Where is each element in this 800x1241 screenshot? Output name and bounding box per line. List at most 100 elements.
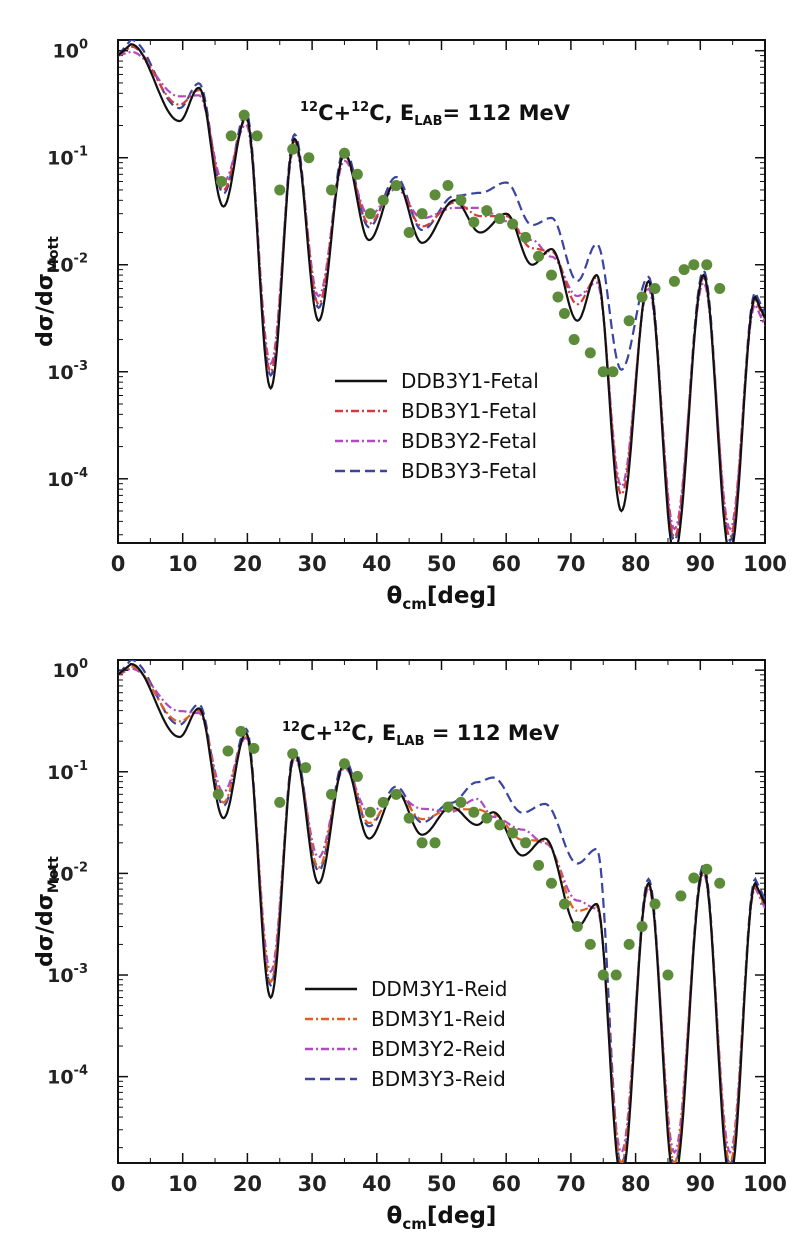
- legend-label: BDB3Y1-Fetal: [401, 399, 537, 423]
- x-tick-label: 50: [427, 1172, 456, 1196]
- x-tick-label: 60: [492, 552, 521, 576]
- experimental-point: [494, 819, 506, 831]
- experimental-point: [668, 275, 680, 287]
- experimental-point: [533, 859, 545, 871]
- experimental-point: [636, 291, 648, 303]
- y-axis-label: dσ/dσMott: [33, 856, 62, 967]
- y-tick-label: 10-2: [47, 860, 88, 885]
- x-tick-label: 70: [556, 1172, 585, 1196]
- experimental-point: [377, 194, 389, 206]
- experimental-point: [649, 898, 661, 910]
- experimental-point: [597, 969, 609, 981]
- experimental-point: [287, 143, 299, 155]
- legend-label: BDB3Y3-Fetal: [401, 459, 537, 483]
- experimental-point: [481, 205, 493, 217]
- experimental-point: [688, 872, 700, 884]
- experimental-point: [568, 334, 580, 346]
- experimental-point: [701, 863, 713, 875]
- experimental-point: [520, 231, 532, 243]
- experimental-point: [225, 130, 237, 142]
- x-tick-label: 0: [111, 552, 126, 576]
- experimental-point: [248, 742, 260, 754]
- experimental-point: [584, 938, 596, 950]
- experimental-point: [364, 208, 376, 220]
- experimental-point: [351, 168, 363, 180]
- x-tick-label: 30: [297, 552, 326, 576]
- series-line: [118, 50, 765, 531]
- experimental-point: [377, 796, 389, 808]
- system-annotation: 12C+12C, ELAB= 112 MeV: [300, 100, 571, 129]
- experimental-point: [429, 837, 441, 849]
- experimental-point: [416, 208, 428, 220]
- legend-label: DDB3Y1-Fetal: [401, 369, 539, 393]
- experimental-point: [571, 921, 583, 933]
- experimental-point: [274, 796, 286, 808]
- y-tick-label: 10-1: [47, 759, 88, 784]
- experimental-point: [235, 725, 247, 737]
- curves-group: [118, 40, 765, 543]
- y-axis-label: dσ/dσMott: [33, 236, 62, 347]
- experimental-point: [481, 812, 493, 824]
- chart-top: 0 10 20 30 40 50 60 70 80 90 100 100 10-1 10-2 10-3 10-…: [33, 38, 787, 613]
- y-tick-label: 10-3: [47, 962, 88, 987]
- legend-label: DDM3Y1-Reid: [371, 977, 508, 1001]
- experimental-point: [558, 898, 570, 910]
- experimental-point: [649, 282, 661, 294]
- experimental-point: [607, 366, 619, 378]
- x-tick-label: 90: [686, 1172, 715, 1196]
- system-annotation: 12C+12C, ELAB = 112 MeV: [282, 720, 560, 749]
- experimental-point: [416, 837, 428, 849]
- series-line: [118, 667, 765, 1155]
- experimental-point: [222, 745, 234, 757]
- experimental-point: [442, 180, 454, 192]
- experimental-point: [216, 175, 228, 187]
- experimental-point: [558, 308, 570, 320]
- experimental-point: [675, 890, 687, 902]
- experimental-point: [610, 969, 622, 981]
- experimental-point: [455, 194, 467, 206]
- x-tick-label: 80: [621, 1172, 650, 1196]
- experimental-point: [455, 796, 467, 808]
- experimental-point: [701, 259, 713, 271]
- experimental-point: [338, 758, 350, 770]
- experimental-point: [287, 748, 299, 760]
- x-tick-label: 90: [686, 552, 715, 576]
- experimental-point: [300, 762, 312, 774]
- experimental-point: [212, 788, 224, 800]
- experimental-point: [597, 366, 609, 378]
- x-tick-label: 100: [743, 552, 787, 576]
- experimental-point: [468, 806, 480, 818]
- x-tick-label: 100: [743, 1172, 787, 1196]
- experimental-point: [238, 109, 250, 121]
- experimental-point: [552, 291, 564, 303]
- y-tick-label: 10-1: [47, 145, 88, 170]
- experimental-point: [623, 938, 635, 950]
- experimental-point: [636, 921, 648, 933]
- x-tick-label: 50: [427, 552, 456, 576]
- y-tick-label: 100: [53, 657, 89, 682]
- x-tick-label: 20: [233, 1172, 262, 1196]
- experimental-point: [364, 806, 376, 818]
- x-tick-label: 30: [297, 1172, 326, 1196]
- experimental-point: [714, 282, 726, 294]
- legend-label: BDB3Y2-Fetal: [401, 429, 537, 453]
- experimental-point: [429, 189, 441, 201]
- x-tick-label: 40: [362, 552, 391, 576]
- experimental-point: [351, 770, 363, 782]
- experimental-point: [520, 837, 532, 849]
- experimental-point: [338, 147, 350, 159]
- legend-label: BDM3Y1-Reid: [371, 1007, 506, 1031]
- experimental-point: [326, 788, 338, 800]
- experimental-point: [442, 801, 454, 813]
- experimental-point: [390, 180, 402, 192]
- experimental-point: [251, 130, 263, 142]
- y-tick-label: 10-2: [47, 252, 88, 277]
- experimental-point: [303, 152, 315, 164]
- experimental-point: [507, 827, 519, 839]
- x-tick-label: 10: [168, 1172, 197, 1196]
- x-tick-label: 60: [492, 1172, 521, 1196]
- experimental-point: [688, 259, 700, 271]
- x-tick-label: 70: [556, 552, 585, 576]
- y-tick-label: 10-4: [47, 1064, 88, 1089]
- y-tick-label: 100: [53, 38, 89, 63]
